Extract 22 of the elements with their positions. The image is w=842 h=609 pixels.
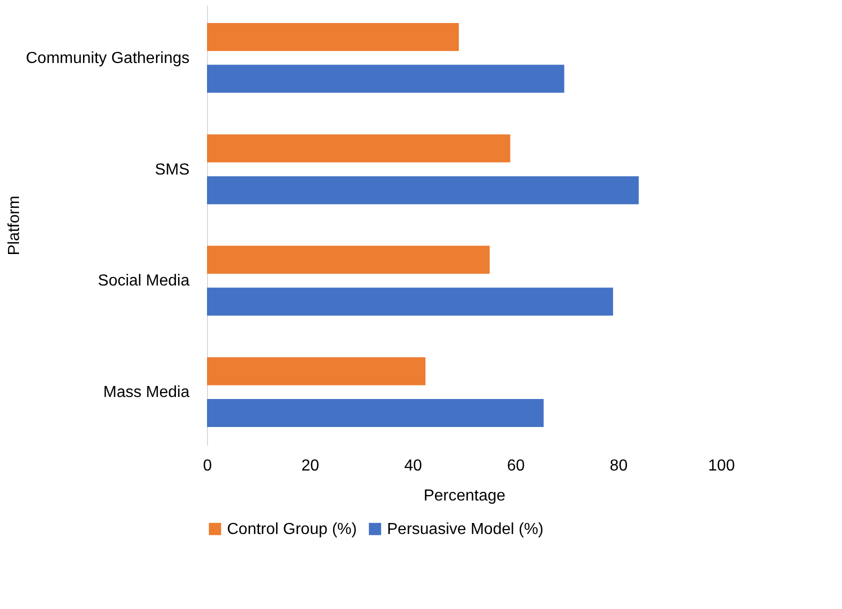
bar <box>207 246 490 274</box>
bar <box>207 357 426 386</box>
x-tick-label: 20 <box>301 458 320 474</box>
y-tick-label: Community Gatherings <box>26 50 190 67</box>
legend-label: Control Group (%) <box>227 521 357 538</box>
bar <box>207 176 639 204</box>
bar <box>207 23 459 52</box>
legend-label: Persuasive Model (%) <box>387 521 544 538</box>
y-axis-title: Platform <box>6 196 23 256</box>
bar <box>207 288 614 316</box>
y-tick-label: SMS <box>154 161 190 178</box>
bar <box>207 398 544 427</box>
bar <box>207 134 510 162</box>
y-tick-label: Social Media <box>98 272 190 290</box>
x-tick-label: 100 <box>708 458 735 474</box>
x-tick-label: 60 <box>507 458 525 474</box>
bar <box>207 64 564 93</box>
y-tick-label: Mass Media <box>103 384 190 402</box>
x-axis-title: Percentage <box>424 488 506 504</box>
x-tick-label: 0 <box>203 458 212 474</box>
x-tick-label: 80 <box>610 458 628 474</box>
x-tick-label: 40 <box>404 458 422 474</box>
